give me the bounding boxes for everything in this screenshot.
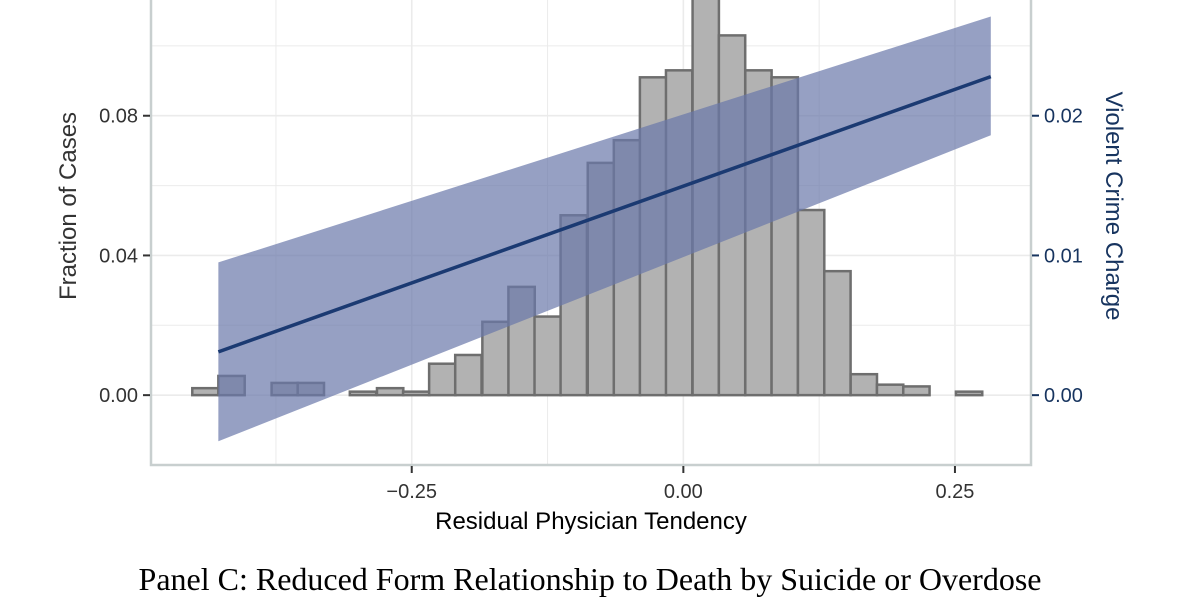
axis-ticks: −0.25 0.00 0.25 0.00 0.04 0.08 0.00 0.01 0.02	[99, 106, 1083, 503]
histogram-bar	[796, 208, 826, 397]
histogram-bar	[401, 390, 431, 397]
y-axis-right-title: Violent Crime Charge	[1100, 92, 1127, 321]
y-right-tick-label: 0.01	[1044, 245, 1083, 267]
histogram-bar	[849, 372, 879, 397]
fit-line	[217, 74, 992, 354]
histogram-bar	[191, 386, 220, 397]
histogram-bar	[427, 362, 457, 397]
histogram-bar	[533, 315, 563, 397]
figure-caption: Panel C: Reduced Form Relationship to De…	[139, 561, 1042, 597]
y-right-tick-label: 0.00	[1044, 385, 1083, 407]
histogram-bar	[823, 269, 852, 397]
y-left-tick-label: 0.08	[99, 106, 138, 128]
y-axis-left-title: Fraction of Cases	[55, 112, 82, 300]
histogram-bar	[375, 386, 405, 397]
histogram-bar	[453, 353, 483, 397]
y-left-tick-label: 0.00	[99, 385, 138, 407]
histogram-bar	[348, 390, 378, 397]
x-tick-label: −0.25	[386, 481, 437, 503]
y-right-tick-label: 0.02	[1044, 106, 1083, 128]
y-left-tick-label: 0.04	[99, 245, 138, 267]
x-tick-label: 0.25	[935, 481, 974, 503]
plot-panel-border	[149, 0, 1033, 467]
x-axis-title: Residual Physician Tendency	[435, 508, 747, 535]
histogram-bar	[954, 390, 984, 397]
x-tick-label: 0.00	[664, 481, 703, 503]
histogram-bar	[901, 385, 931, 397]
fit-line-group	[217, 16, 992, 442]
confidence-band	[218, 16, 991, 442]
histogram-bar	[875, 383, 905, 397]
